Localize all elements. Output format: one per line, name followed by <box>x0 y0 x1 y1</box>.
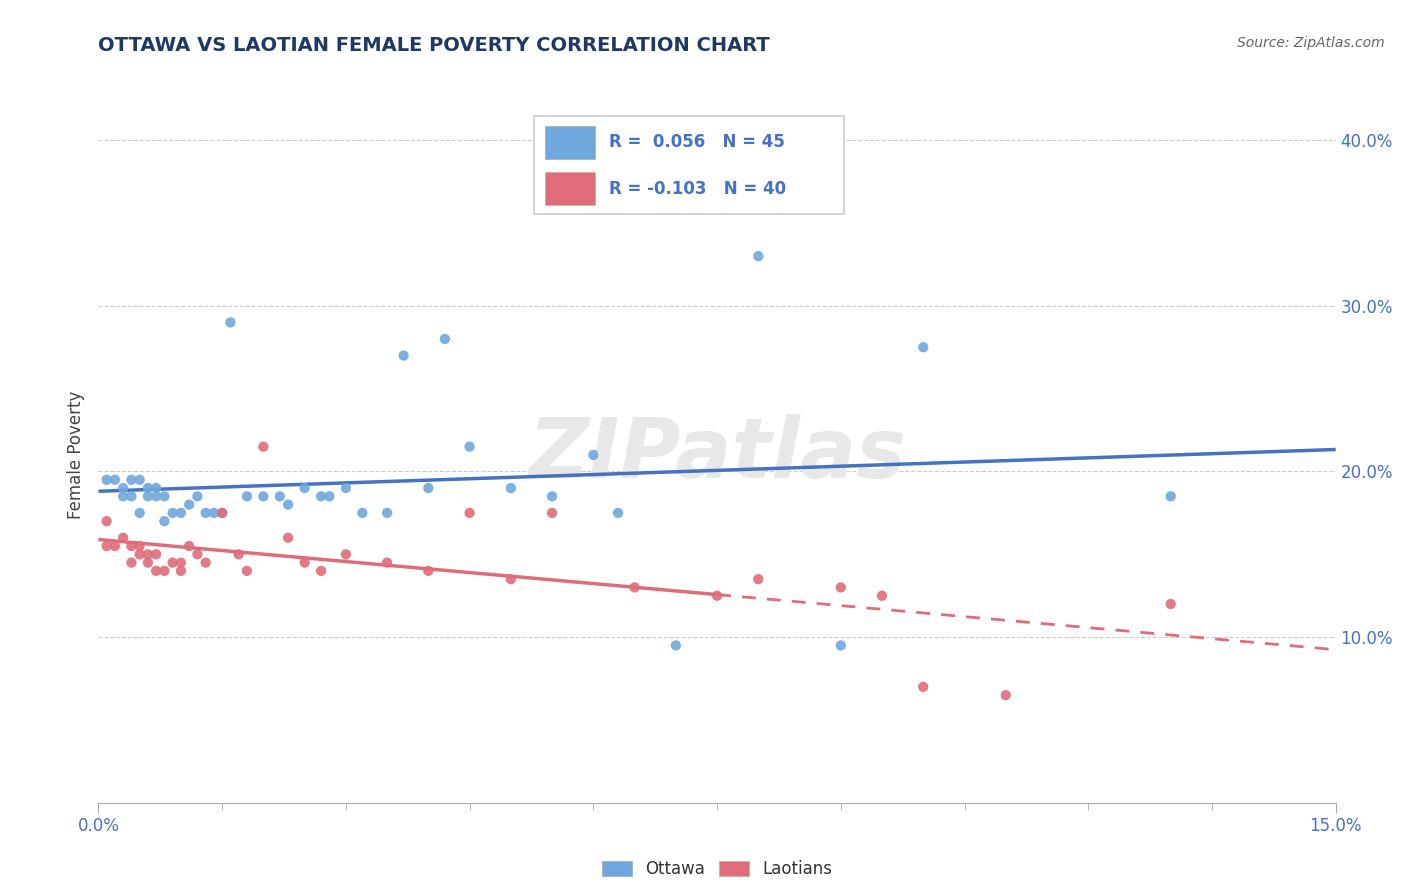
Point <box>458 506 481 520</box>
Text: OTTAWA VS LAOTIAN FEMALE POVERTY CORRELATION CHART: OTTAWA VS LAOTIAN FEMALE POVERTY CORRELA… <box>98 36 770 54</box>
Point <box>352 506 374 520</box>
Point <box>219 315 242 329</box>
Point <box>375 506 398 520</box>
Point <box>145 564 167 578</box>
Point <box>145 547 167 561</box>
Point <box>458 440 481 454</box>
Text: R =  0.056   N = 45: R = 0.056 N = 45 <box>609 134 785 152</box>
Point <box>128 506 150 520</box>
Point <box>1160 597 1182 611</box>
Point <box>96 514 118 528</box>
Point <box>194 506 217 520</box>
Point <box>104 473 127 487</box>
Point <box>335 481 357 495</box>
Point <box>170 556 193 570</box>
Text: ZIPatlas: ZIPatlas <box>529 415 905 495</box>
Point <box>211 506 233 520</box>
Point <box>202 506 225 520</box>
Point <box>136 481 159 495</box>
Point <box>418 481 440 495</box>
Point <box>252 440 274 454</box>
Point <box>541 506 564 520</box>
Point <box>309 489 332 503</box>
Point <box>120 473 142 487</box>
Point <box>294 481 316 495</box>
Point <box>128 473 150 487</box>
Point <box>104 539 127 553</box>
Point <box>112 489 135 503</box>
Point <box>236 489 259 503</box>
Point <box>186 489 208 503</box>
Point <box>211 506 233 520</box>
Point <box>994 688 1017 702</box>
Point <box>912 680 935 694</box>
Point <box>128 539 150 553</box>
Point <box>96 539 118 553</box>
FancyBboxPatch shape <box>546 127 595 159</box>
Point <box>170 564 193 578</box>
Point <box>375 556 398 570</box>
Point <box>418 564 440 578</box>
Point <box>162 506 184 520</box>
Point <box>499 481 522 495</box>
Point <box>236 564 259 578</box>
Point <box>252 489 274 503</box>
Point <box>912 340 935 354</box>
Point <box>318 489 340 503</box>
Y-axis label: Female Poverty: Female Poverty <box>66 391 84 519</box>
Point <box>665 639 688 653</box>
Point <box>294 556 316 570</box>
Point <box>145 481 167 495</box>
Point <box>153 564 176 578</box>
Point <box>179 539 201 553</box>
Text: R = -0.103   N = 40: R = -0.103 N = 40 <box>609 179 786 197</box>
Point <box>607 506 630 520</box>
Point <box>112 481 135 495</box>
Point <box>136 489 159 503</box>
Point <box>186 547 208 561</box>
Point <box>830 639 852 653</box>
Point <box>747 249 769 263</box>
FancyBboxPatch shape <box>546 172 595 205</box>
Text: Source: ZipAtlas.com: Source: ZipAtlas.com <box>1237 36 1385 50</box>
Point <box>136 556 159 570</box>
Point <box>228 547 250 561</box>
Point <box>194 556 217 570</box>
Point <box>706 589 728 603</box>
Point <box>335 547 357 561</box>
Point <box>162 556 184 570</box>
Point <box>830 581 852 595</box>
Point <box>120 539 142 553</box>
FancyBboxPatch shape <box>534 116 844 214</box>
Point <box>1160 489 1182 503</box>
Point <box>179 498 201 512</box>
Point <box>153 514 176 528</box>
Legend: Ottawa, Laotians: Ottawa, Laotians <box>596 854 838 885</box>
Point <box>153 489 176 503</box>
Point <box>277 498 299 512</box>
Point <box>120 556 142 570</box>
Point <box>392 349 415 363</box>
Point <box>145 489 167 503</box>
Point <box>277 531 299 545</box>
Point <box>541 489 564 503</box>
Point <box>623 581 645 595</box>
Point <box>112 531 135 545</box>
Point <box>128 547 150 561</box>
Point <box>747 572 769 586</box>
Point <box>170 506 193 520</box>
Point <box>433 332 456 346</box>
Point <box>870 589 893 603</box>
Point <box>309 564 332 578</box>
Point <box>136 547 159 561</box>
Point <box>499 572 522 586</box>
Point <box>269 489 291 503</box>
Point <box>120 489 142 503</box>
Point <box>582 448 605 462</box>
Point <box>96 473 118 487</box>
